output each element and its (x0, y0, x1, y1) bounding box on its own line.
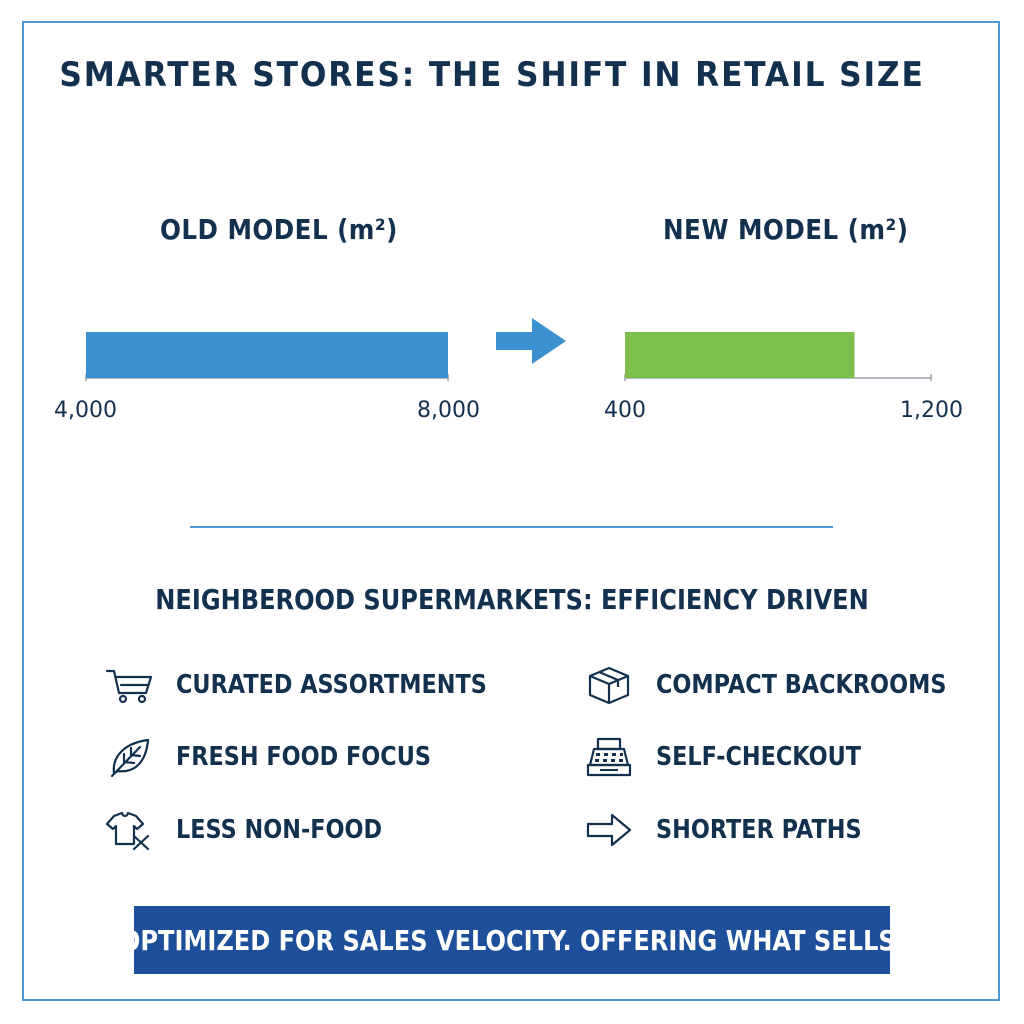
feature-label: FRESH FOOD FOCUS (176, 742, 431, 772)
arrow-right-icon (584, 810, 634, 850)
feature-label: CURATED ASSORTMENTS (176, 670, 487, 700)
shirt-crossed-icon (104, 810, 154, 850)
section-divider (190, 526, 833, 528)
section-subtitle: NEIGHBEROOD SUPERMARKETS: EFFICIENCY DRI… (155, 583, 869, 616)
feature-label: COMPACT BACKROOMS (656, 670, 947, 700)
feature-compact-backrooms: COMPACT BACKROOMS (584, 665, 994, 705)
feature-curated-assortments: CURATED ASSORTMENTS (104, 665, 537, 705)
infographic-frame (22, 21, 1000, 1001)
feature-less-non-food: LESS NON-FOOD (104, 810, 416, 850)
feature-shorter-paths: SHORTER PATHS (584, 810, 895, 850)
summary-banner: OPTIMIZED FOR SALES VELOCITY. OFFERING W… (119, 906, 905, 974)
transition-arrow-icon (496, 318, 566, 364)
new-model-label: NEW MODEL (m²) (663, 213, 909, 246)
feature-label: LESS NON-FOOD (176, 815, 383, 845)
page-title: SMARTER STORES: THE SHIFT IN RETAIL SIZE (59, 55, 925, 95)
feature-label: SHORTER PATHS (656, 815, 862, 845)
tick-label: 4,000 (54, 398, 117, 423)
tick-label: 8,000 (417, 398, 480, 423)
old-model-label: OLD MODEL (m²) (160, 213, 398, 246)
feature-label: SELF-CHECKOUT (656, 742, 862, 772)
banner-text: OPTIMIZED FOR SALES VELOCITY. OFFERING W… (119, 923, 905, 957)
old-model-bar (86, 332, 448, 378)
feature-self-checkout: SELF-CHECKOUT (584, 737, 894, 777)
tick-label: 1,200 (900, 398, 963, 423)
leaf-icon (104, 737, 154, 777)
feature-fresh-food-focus: FRESH FOOD FOCUS (104, 737, 472, 777)
box-icon (584, 665, 634, 705)
new-model-bar (625, 332, 855, 378)
cash-register-icon (584, 737, 634, 777)
shopping-cart-icon (104, 665, 154, 705)
tick-label: 400 (604, 398, 646, 423)
